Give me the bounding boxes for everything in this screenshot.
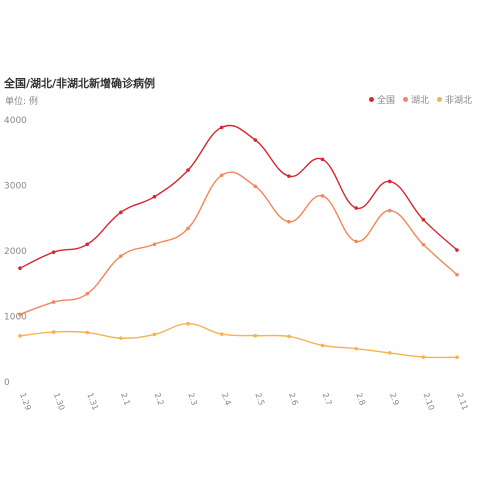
- data-point-national[interactable]: [186, 168, 190, 172]
- data-point-hubei[interactable]: [354, 239, 358, 244]
- data-point-hubei[interactable]: [253, 184, 258, 189]
- series-line-national: [19, 124, 458, 269]
- x-tick-label: 2.4: [220, 392, 233, 407]
- data-point-non-hubei[interactable]: [421, 355, 426, 359]
- data-point-national[interactable]: [354, 206, 358, 210]
- data-point-hubei[interactable]: [387, 208, 392, 213]
- chart-title: 全国/湖北/非湖北新增确诊病例: [4, 77, 156, 90]
- x-tick-label: 2.10: [422, 392, 437, 412]
- data-point-national[interactable]: [455, 248, 459, 252]
- x-tick-label: 1.31: [85, 392, 100, 412]
- legend-label-hubei: 湖北: [410, 96, 429, 106]
- y-tick-label: 0: [4, 378, 10, 388]
- x-tick-label: 2.9: [388, 392, 401, 407]
- data-point-non-hubei[interactable]: [85, 330, 90, 335]
- data-point-hubei[interactable]: [219, 173, 224, 178]
- y-tick-label: 2000: [4, 247, 27, 257]
- series-line-hubei: [19, 171, 458, 316]
- legend-swatch-non-hubei: [436, 97, 442, 102]
- data-point-hubei[interactable]: [152, 242, 157, 247]
- data-point-national[interactable]: [320, 157, 325, 162]
- legend-label-national: 全国: [376, 96, 395, 106]
- legend-item-hubei[interactable]: 湖北: [402, 93, 429, 106]
- x-tick-label: 2.5: [253, 392, 266, 407]
- data-point-national[interactable]: [387, 179, 392, 184]
- data-point-hubei[interactable]: [320, 194, 325, 198]
- x-tick-label: 2.6: [287, 392, 300, 407]
- legend-item-national[interactable]: 全国: [368, 93, 395, 106]
- data-point-hubei[interactable]: [85, 291, 90, 296]
- data-point-non-hubei[interactable]: [51, 330, 56, 334]
- y-tick-label: 1000: [4, 313, 27, 323]
- data-point-hubei[interactable]: [119, 254, 123, 258]
- data-point-hubei[interactable]: [455, 272, 459, 277]
- x-tick-label: 2.2: [153, 392, 166, 407]
- data-point-non-hubei[interactable]: [152, 332, 157, 337]
- data-point-national[interactable]: [152, 194, 157, 199]
- data-point-national[interactable]: [253, 138, 258, 142]
- unit-label: 单位: 例: [5, 97, 38, 107]
- data-point-hubei[interactable]: [421, 242, 426, 247]
- x-tick-label: 1.30: [52, 392, 67, 412]
- x-tick-label: 1.29: [18, 392, 33, 412]
- legend-item-non-hubei[interactable]: 非湖北: [436, 93, 472, 106]
- x-tick-label: 2.1: [119, 392, 132, 407]
- data-point-hubei[interactable]: [186, 226, 190, 231]
- data-point-non-hubei[interactable]: [455, 355, 459, 360]
- data-point-non-hubei[interactable]: [219, 332, 224, 336]
- data-point-non-hubei[interactable]: [119, 336, 123, 340]
- data-point-national[interactable]: [219, 125, 224, 130]
- y-tick-label: 3000: [4, 182, 27, 192]
- data-point-non-hubei[interactable]: [320, 343, 325, 348]
- data-point-hubei[interactable]: [51, 300, 56, 304]
- y-tick-label: 4000: [4, 116, 27, 126]
- x-tick-label: 2.3: [186, 392, 199, 407]
- x-tick-label: 2.8: [354, 392, 367, 407]
- series-line-non-hubei: [19, 323, 458, 359]
- data-point-national[interactable]: [421, 217, 426, 222]
- x-tick-label: 2.11: [455, 392, 470, 412]
- data-point-national[interactable]: [85, 242, 90, 247]
- legend-swatch-hubei: [402, 97, 408, 102]
- data-point-non-hubei[interactable]: [287, 334, 291, 339]
- legend: 全国 湖北 非湖北: [368, 93, 472, 106]
- data-point-non-hubei[interactable]: [253, 333, 258, 338]
- data-point-national[interactable]: [119, 210, 123, 215]
- data-point-hubei[interactable]: [18, 312, 22, 317]
- x-tick-label: 2.7: [321, 392, 334, 407]
- data-point-national[interactable]: [18, 266, 22, 271]
- data-point-non-hubei[interactable]: [387, 351, 392, 355]
- legend-label-non-hubei: 非湖北: [444, 96, 472, 106]
- data-point-hubei[interactable]: [287, 219, 291, 224]
- data-point-non-hubei[interactable]: [354, 346, 358, 351]
- data-point-national[interactable]: [51, 250, 56, 254]
- legend-swatch-national: [368, 97, 374, 102]
- data-point-non-hubei[interactable]: [18, 334, 22, 338]
- data-point-national[interactable]: [287, 174, 291, 178]
- data-point-non-hubei[interactable]: [186, 321, 190, 326]
